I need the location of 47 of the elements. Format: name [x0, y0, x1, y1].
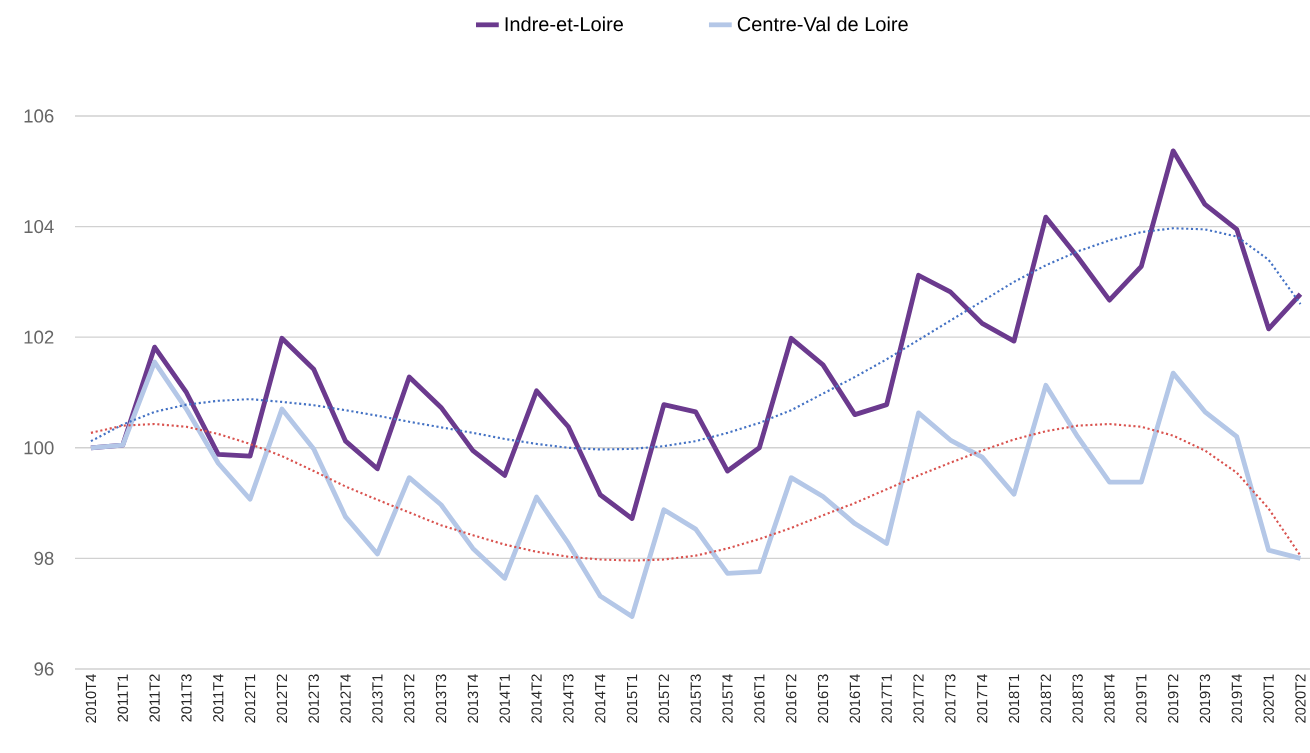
x-tick-label: 2011T4: [213, 674, 224, 722]
x-tick-label: 2014T3: [563, 674, 574, 723]
x-tick-label: 2016T2: [786, 674, 797, 723]
x-tick-label: 2016T1: [754, 674, 765, 723]
x-tick-label: 2013T3: [435, 674, 447, 723]
x-tick-label: 2015T2: [658, 674, 670, 723]
y-tick-label: 104: [24, 219, 54, 234]
legend-label: Indre-et-Loire: [505, 16, 623, 32]
x-tick-label: 2017T3: [945, 674, 956, 723]
x-tick-label: 2011T2: [149, 674, 160, 722]
x-tick-label: 2018T2: [1040, 674, 1052, 723]
x-tick-label: 2010T4: [85, 674, 97, 723]
x-tick-label: 2019T4: [1231, 674, 1242, 723]
x-tick-label: 2012T2: [276, 674, 288, 723]
x-tick-label: 2015T3: [690, 674, 701, 723]
x-tick-label: 2019T2: [1167, 674, 1179, 723]
y-tick-label: 96: [34, 662, 54, 676]
x-tick-label: 2017T2: [913, 674, 924, 723]
x-tick-label: 2016T3: [817, 674, 829, 723]
x-tick-label: 2018T4: [1104, 674, 1115, 723]
x-tick-label: 2013T1: [372, 674, 383, 723]
x-tick-label: 2012T3: [308, 674, 319, 723]
x-tick-label: 2013T4: [467, 674, 479, 723]
x-tick-label: 2019T3: [1199, 674, 1211, 723]
x-tick-label: 2013T2: [404, 674, 415, 723]
x-tick-label: 2011T1: [117, 674, 128, 722]
x-tick-label: 2018T3: [1072, 674, 1083, 723]
x-tick-label: 2011T3: [181, 674, 192, 722]
y-tick-label: 98: [34, 551, 54, 565]
x-tick-label: 2017T4: [976, 674, 988, 723]
x-tick-label: 2015T4: [722, 674, 733, 723]
x-tick-label: 2018T1: [1008, 674, 1020, 723]
x-tick-label: 2019T1: [1136, 674, 1147, 723]
x-tick-label: 2020T2: [1295, 674, 1306, 723]
x-tick-label: 2014T1: [499, 674, 510, 723]
x-tick-label: 2017T1: [881, 674, 892, 723]
x-tick-label: 2015T1: [626, 674, 638, 723]
x-tick-label: 2020T1: [1263, 674, 1274, 723]
x-tick-label: 2012T1: [244, 674, 256, 723]
x-tick-label: 2014T2: [531, 674, 542, 723]
y-tick-label: 106: [24, 109, 54, 123]
legend-label: Centre-Val de Loire: [737, 16, 908, 32]
y-tick-label: 100: [24, 441, 54, 455]
x-tick-label: 2016T4: [849, 674, 861, 723]
x-tick-label: 2012T4: [340, 674, 351, 723]
y-tick-label: 102: [24, 330, 54, 344]
x-tick-label: 2014T4: [595, 674, 606, 723]
